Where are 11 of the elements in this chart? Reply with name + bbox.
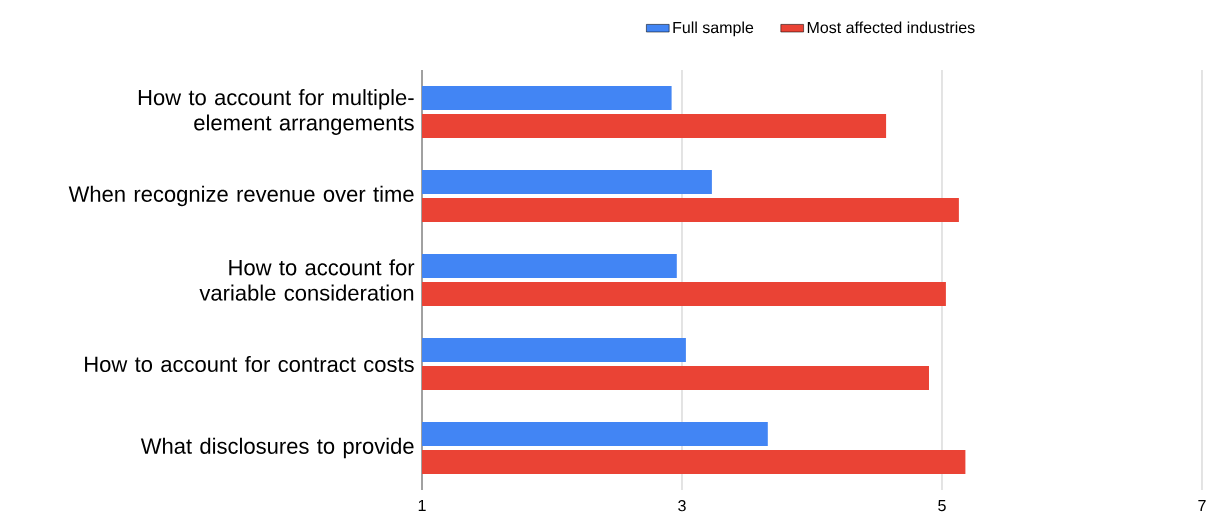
- x-tick-label: 7: [1198, 500, 1206, 512]
- legend-label: Full sample: [673, 21, 754, 37]
- y-tick-label: How to account for variable consideration: [199, 259, 415, 301]
- x-tick-label: 3: [678, 500, 686, 512]
- y-tick-label: How to account for contract costs: [85, 355, 414, 373]
- x-tick-label: 5: [938, 500, 946, 512]
- y-tick-label: How to account for multiple-element arrangements: [138, 89, 414, 135]
- x-tick-label: 1: [418, 500, 426, 512]
- y-tick-label: What disclosures to provide: [140, 437, 414, 459]
- y-tick-label: When recognize revenue over time: [68, 185, 414, 207]
- legend-label: Most affected industries: [807, 21, 975, 34]
